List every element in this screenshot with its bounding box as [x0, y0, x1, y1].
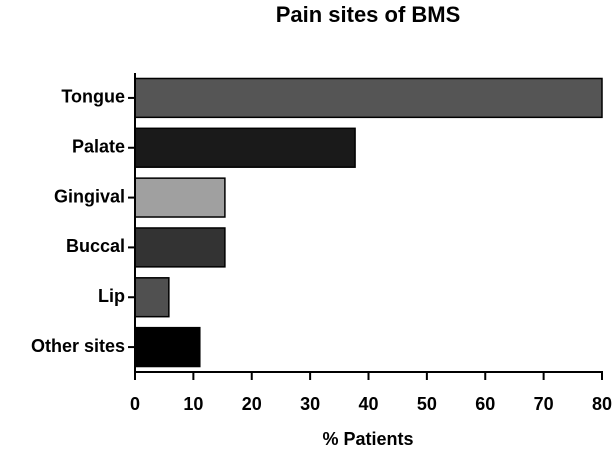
bar — [134, 127, 356, 168]
bar — [134, 326, 201, 368]
x-tick-label: 50 — [417, 394, 437, 414]
bar — [134, 227, 226, 268]
y-tick-label: Gingival — [54, 186, 125, 206]
y-tick-label: Other sites — [31, 336, 125, 356]
x-axis-label: % Patients — [322, 429, 413, 449]
y-tick-label: Palate — [72, 137, 125, 157]
bar — [134, 277, 170, 318]
bar — [134, 177, 226, 218]
x-tick-label: 70 — [534, 394, 554, 414]
x-tick-label: 0 — [130, 394, 140, 414]
y-tick-label: Lip — [98, 286, 125, 306]
x-tick-label: 20 — [242, 394, 262, 414]
x-tick-label: 10 — [183, 394, 203, 414]
bar — [134, 77, 603, 119]
x-tick-label: 30 — [300, 394, 320, 414]
chart-title: Pain sites of BMS — [276, 2, 461, 27]
x-tick-label: 80 — [592, 394, 612, 414]
x-tick-label: 60 — [475, 394, 495, 414]
y-tick-label: Buccal — [66, 236, 125, 256]
y-tick-label: Tongue — [61, 87, 125, 107]
x-tick-label: 40 — [358, 394, 378, 414]
